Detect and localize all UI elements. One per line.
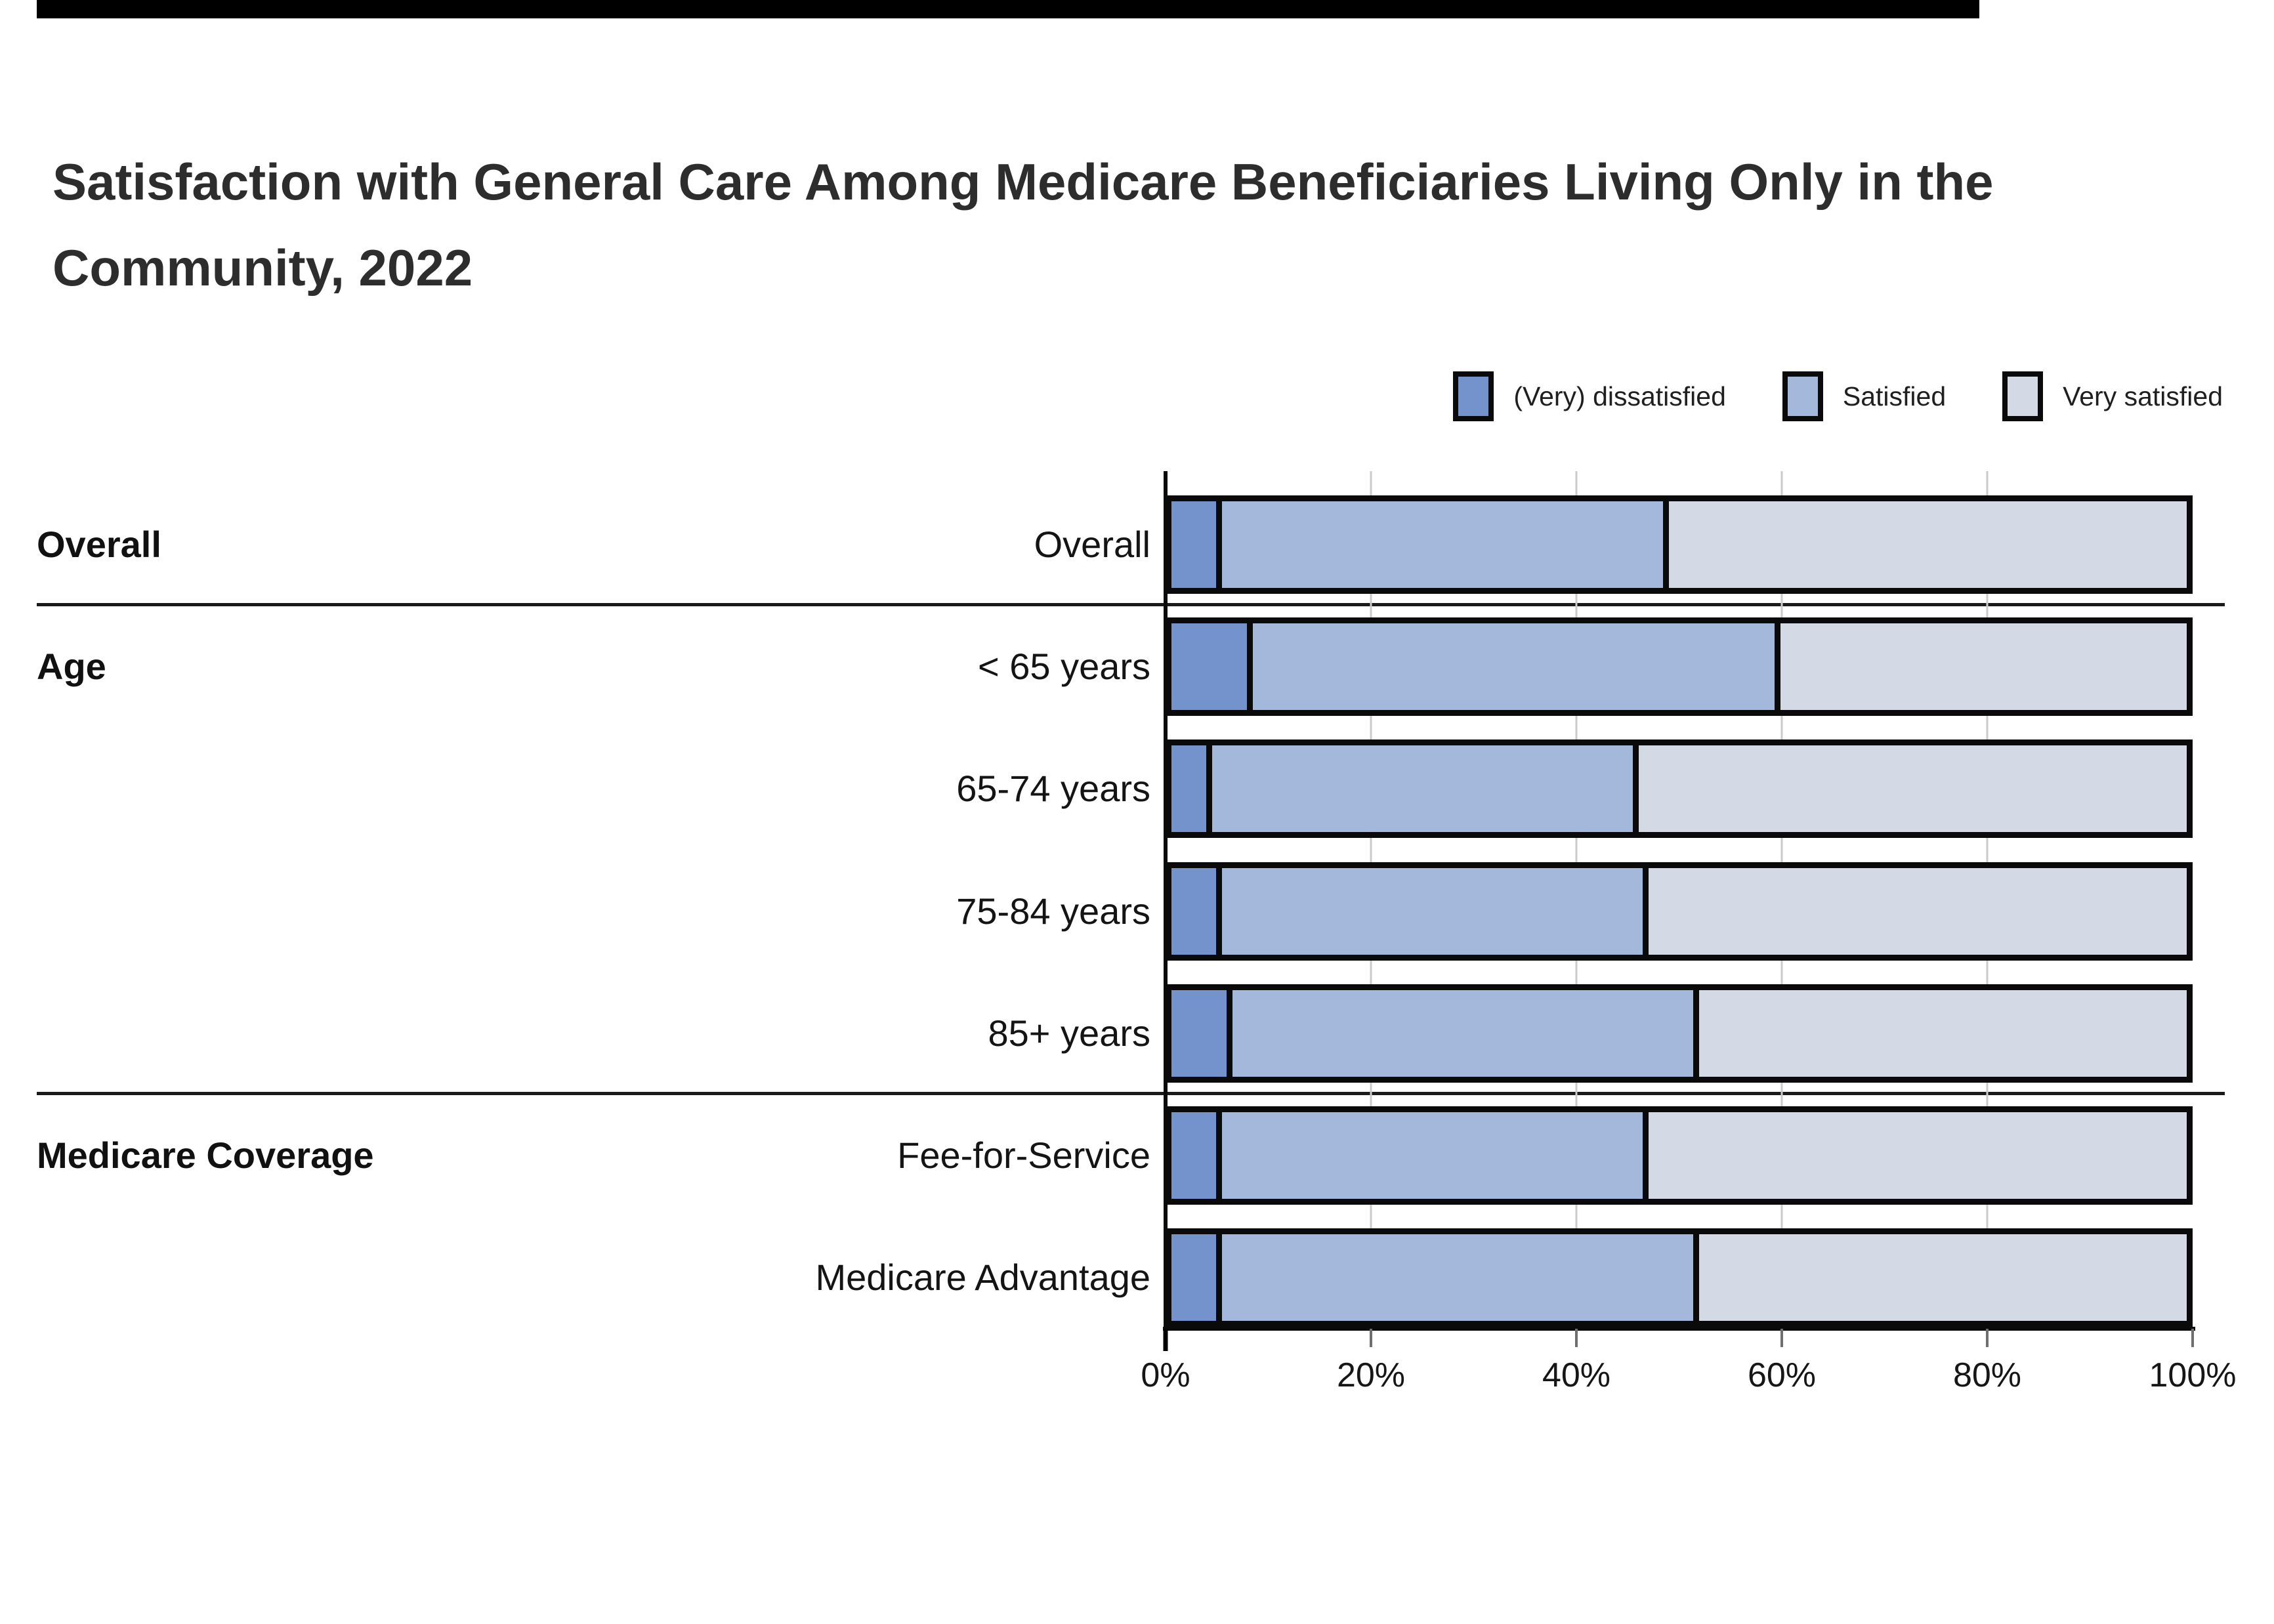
legend-label: Satisfied [1842, 381, 1947, 411]
legend-swatch-very-satisfied [2002, 371, 2044, 421]
group-label-age: Age [37, 646, 106, 687]
axis-tick [1986, 1329, 1989, 1347]
group-label-medicare-coverage: Medicare Coverage [37, 1135, 374, 1176]
bar-segment-satisfied[interactable] [1211, 745, 1639, 832]
axis-tick-label: 40% [1542, 1356, 1611, 1394]
separator-overall-age [37, 603, 2225, 606]
y-axis-line [1164, 471, 1168, 1329]
legend: (Very) dissatisfied Satisfied Very satis… [1453, 371, 2223, 421]
bar-segment-satisfied[interactable] [1252, 623, 1781, 710]
axis-tick-label: 80% [1952, 1356, 2022, 1394]
separator-age-coverage [37, 1092, 2225, 1095]
legend-item-satisfied[interactable]: Satisfied [1782, 371, 1946, 421]
bar-85-plus [1166, 984, 2193, 1083]
row-label-fee-for-service: Fee-for-Service [897, 1135, 1150, 1176]
row-label-85-plus: 85+ years [988, 1012, 1151, 1054]
axis-tick-label: 20% [1336, 1356, 1406, 1394]
bar-segment-very-satisfied[interactable] [1649, 1112, 2187, 1199]
top-border-bar [37, 0, 1979, 18]
row-label-medicare-advantage: Medicare Advantage [815, 1257, 1150, 1298]
legend-label: (Very) dissatisfied [1513, 381, 1726, 411]
x-axis-line [1163, 1327, 2195, 1331]
bar-segment-satisfied[interactable] [1222, 868, 1649, 955]
legend-swatch-satisfied [1782, 371, 1823, 421]
axis-tick [1163, 1329, 1168, 1351]
bar-segment-very-satisfied[interactable] [1638, 745, 2187, 832]
bar-segment-dissatisfied[interactable] [1171, 745, 1212, 832]
group-label-overall: Overall [37, 524, 161, 565]
bar-segment-satisfied[interactable] [1222, 501, 1670, 588]
axis-tick-label: 60% [1747, 1356, 1817, 1394]
bar-segment-satisfied[interactable] [1222, 1112, 1649, 1199]
bar-segment-very-satisfied[interactable] [1649, 868, 2187, 955]
bar-65-74 [1166, 739, 2193, 838]
bar-segment-very-satisfied[interactable] [1669, 501, 2187, 588]
bar-segment-very-satisfied[interactable] [1780, 623, 2187, 710]
bar-segment-dissatisfied[interactable] [1171, 868, 1223, 955]
axis-tick [1370, 1329, 1372, 1347]
row-label-overall: Overall [1034, 524, 1150, 565]
bar-segment-dissatisfied[interactable] [1171, 501, 1223, 588]
legend-item-dissatisfied[interactable]: (Very) dissatisfied [1453, 371, 1726, 421]
legend-label: Very satisfied [2063, 381, 2223, 411]
legend-swatch-dissatisfied [1453, 371, 1494, 421]
bar-segment-satisfied[interactable] [1222, 1234, 1700, 1321]
axis-tick [2191, 1329, 2194, 1347]
bar-segment-dissatisfied[interactable] [1171, 1234, 1223, 1321]
axis-tick-label: 100% [2149, 1356, 2237, 1394]
legend-item-very-satisfied[interactable]: Very satisfied [2002, 371, 2223, 421]
row-label-65-74: 65-74 years [956, 768, 1150, 809]
bar-segment-dissatisfied[interactable] [1171, 990, 1232, 1077]
axis-tick-label: 0% [1141, 1356, 1190, 1394]
bar-75-84 [1166, 862, 2193, 961]
bar-segment-very-satisfied[interactable] [1699, 990, 2187, 1077]
chart-title: Satisfaction with General Care Among Med… [53, 153, 1994, 297]
axis-tick [1575, 1329, 1578, 1347]
bar-overall [1166, 495, 2193, 594]
plot-area: 0% 20% 40% 60% 80% 100% [1141, 471, 2237, 1394]
bar-segment-dissatisfied[interactable] [1171, 623, 1253, 710]
bar-segment-satisfied[interactable] [1232, 990, 1700, 1077]
row-label-under-65: < 65 years [977, 646, 1150, 687]
bar-fee-for-service [1166, 1106, 2193, 1205]
axis-tick [1780, 1329, 1783, 1347]
bar-medicare-advantage [1166, 1228, 2193, 1327]
bar-segment-very-satisfied[interactable] [1699, 1234, 2187, 1321]
bar-segment-dissatisfied[interactable] [1171, 1112, 1223, 1199]
row-label-75-84: 75-84 years [956, 890, 1150, 932]
bar-under-65 [1166, 617, 2193, 716]
